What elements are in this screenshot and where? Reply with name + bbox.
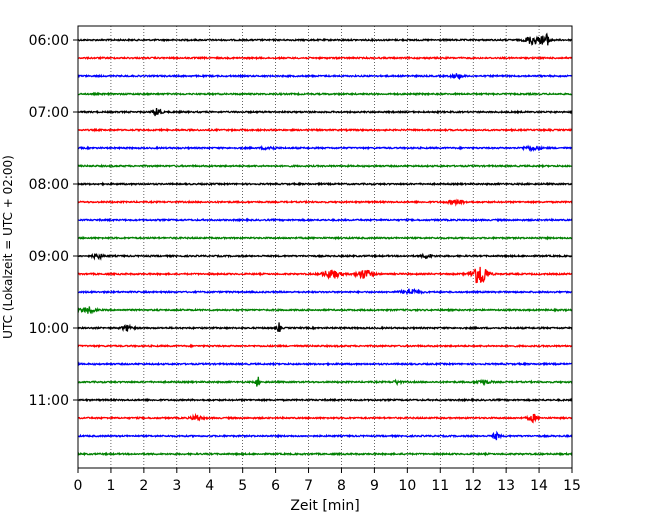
trace-0845 bbox=[77, 235, 573, 241]
trace-0830 bbox=[77, 217, 573, 223]
x-tick-label: 6 bbox=[271, 478, 280, 494]
trace-0930 bbox=[77, 287, 573, 296]
trace-0915 bbox=[77, 266, 573, 284]
x-tick-label: 13 bbox=[497, 478, 515, 494]
traces bbox=[77, 32, 573, 457]
trace-1100 bbox=[77, 397, 573, 403]
y-tick-label: 09:00 bbox=[29, 249, 69, 265]
x-tick-label: 7 bbox=[304, 478, 313, 494]
trace-0615 bbox=[77, 55, 573, 61]
trace-0630 bbox=[77, 72, 573, 80]
x-tick-label: 2 bbox=[139, 478, 148, 494]
y-axis-label: UTC (Lokalzeit = UTC + 02:00) bbox=[1, 155, 15, 339]
trace-0745 bbox=[77, 163, 573, 169]
trace-1045 bbox=[77, 376, 573, 387]
y-tick-label: 07:00 bbox=[29, 105, 69, 121]
x-tick-label: 15 bbox=[563, 478, 581, 494]
x-tick-label: 10 bbox=[398, 478, 416, 494]
trace-0600 bbox=[77, 32, 573, 46]
plot-frame bbox=[77, 25, 573, 469]
trace-1015 bbox=[77, 343, 573, 349]
trace-1000 bbox=[77, 322, 573, 332]
trace-0715 bbox=[77, 127, 573, 133]
x-tick-label: 14 bbox=[530, 478, 548, 494]
x-tick-label: 0 bbox=[74, 478, 83, 494]
trace-0645 bbox=[77, 91, 573, 97]
x-axis-label: Zeit [min] bbox=[290, 498, 359, 514]
y-axis: 06:00 07:00 08:00 09:00 10:00 11:00 bbox=[29, 33, 78, 409]
trace-0800 bbox=[77, 181, 573, 187]
trace-0945 bbox=[77, 306, 573, 315]
trace-0730 bbox=[77, 144, 573, 153]
x-tick-label: 1 bbox=[106, 478, 115, 494]
x-tick-label: 5 bbox=[238, 478, 247, 494]
y-tick-label: 06:00 bbox=[29, 33, 69, 49]
x-tick-label: 9 bbox=[370, 478, 379, 494]
x-tick-label: 4 bbox=[205, 478, 214, 494]
trace-1115 bbox=[77, 412, 573, 424]
x-tick-label: 3 bbox=[172, 478, 181, 494]
y-tick-label: 08:00 bbox=[29, 177, 69, 193]
y-tick-label: 11:00 bbox=[29, 393, 69, 409]
x-axis: 0 1 2 3 4 5 6 7 8 9 10 11 12 13 14 15 bbox=[74, 468, 581, 494]
trace-0815 bbox=[77, 198, 573, 207]
trace-1145 bbox=[77, 451, 573, 457]
x-tick-label: 12 bbox=[464, 478, 482, 494]
x-tick-label: 11 bbox=[431, 478, 449, 494]
trace-1130 bbox=[77, 430, 573, 441]
trace-0900 bbox=[77, 252, 573, 261]
x-tick-label: 8 bbox=[337, 478, 346, 494]
trace-1030 bbox=[77, 361, 573, 367]
y-tick-label: 10:00 bbox=[29, 321, 69, 337]
trace-0700 bbox=[77, 107, 573, 117]
